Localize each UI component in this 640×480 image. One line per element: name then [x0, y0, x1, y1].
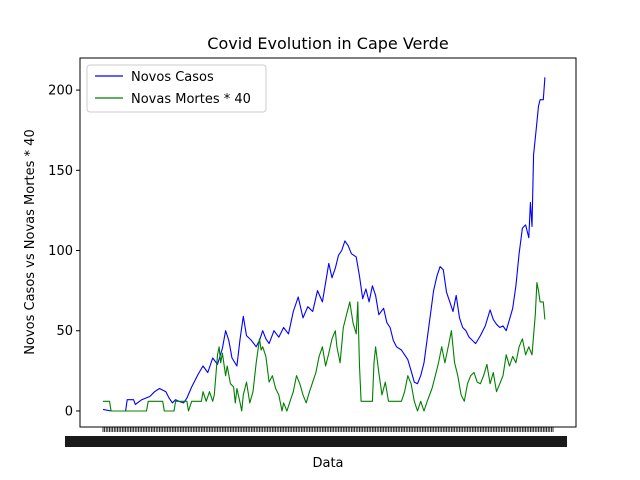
x-axis [65, 427, 567, 447]
y-axis-label: Novos Casos vs Novas Mortes * 40 [23, 129, 38, 354]
plot-area [102, 77, 546, 412]
chart-title: Covid Evolution in Cape Verde [207, 34, 448, 53]
y-tick-label: 150 [48, 164, 73, 179]
x-tick-labels-overlap [65, 436, 567, 447]
x-axis-label: Data [312, 456, 343, 471]
y-tick-label: 0 [65, 404, 73, 419]
y-tick-label: 100 [48, 244, 73, 259]
legend-label-novas-mortes: Novas Mortes * 40 [131, 92, 251, 107]
axes-frame [79, 57, 577, 428]
y-tick-label: 50 [56, 324, 73, 339]
legend-box [86, 64, 267, 113]
legend-label-novos-casos: Novos Casos [131, 70, 214, 85]
y-axis: 0 50 100 150 200 [48, 84, 80, 419]
series-line-novas-mortes [103, 282, 546, 412]
series-line-novos-casos [102, 77, 546, 412]
y-tick-label: 200 [48, 84, 73, 99]
legend: Novos Casos Novas Mortes * 40 [86, 64, 267, 113]
